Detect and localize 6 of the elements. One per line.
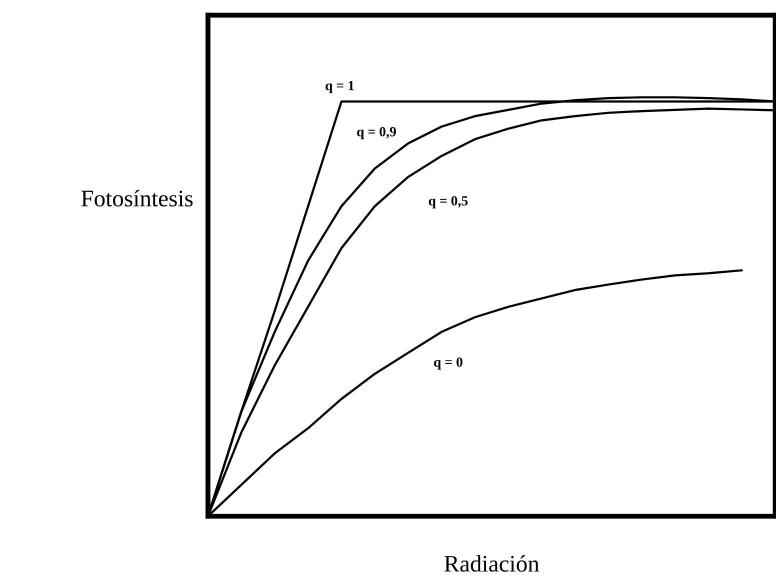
x-axis-title: Radiación: [444, 555, 540, 572]
series-label: q = 0,5: [428, 196, 468, 208]
series-label: q = 0: [434, 357, 462, 370]
y-axis-title: Fotosíntesis: [81, 190, 193, 206]
series-label: q = 1: [326, 80, 354, 94]
series-label: q = 0,9: [357, 127, 396, 140]
